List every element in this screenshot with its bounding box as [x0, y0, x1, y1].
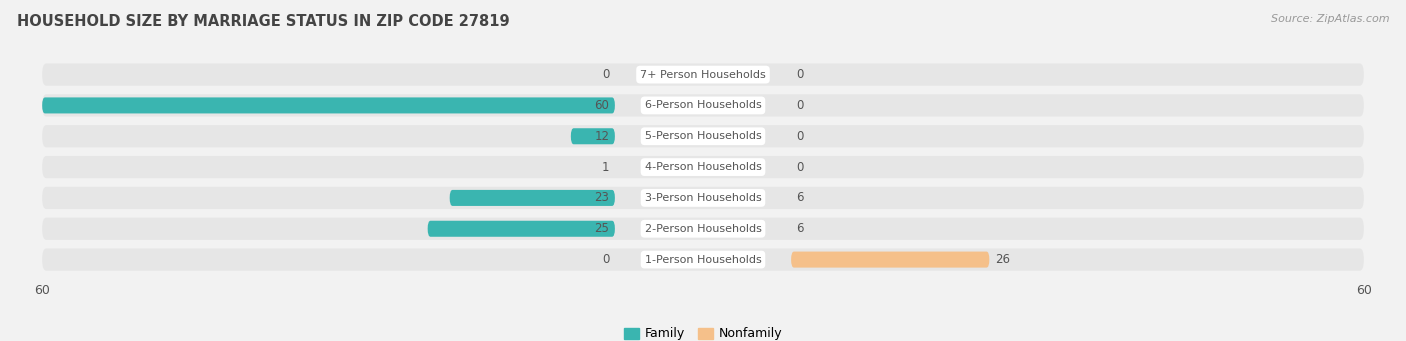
- FancyBboxPatch shape: [42, 187, 1364, 209]
- FancyBboxPatch shape: [792, 252, 990, 268]
- FancyBboxPatch shape: [42, 156, 1364, 178]
- Text: 0: 0: [797, 99, 804, 112]
- Text: 6: 6: [797, 191, 804, 204]
- FancyBboxPatch shape: [42, 249, 1364, 271]
- Text: 0: 0: [602, 68, 609, 81]
- Text: 26: 26: [995, 253, 1010, 266]
- Text: Source: ZipAtlas.com: Source: ZipAtlas.com: [1271, 14, 1389, 24]
- Text: 7+ Person Households: 7+ Person Households: [640, 70, 766, 79]
- Text: HOUSEHOLD SIZE BY MARRIAGE STATUS IN ZIP CODE 27819: HOUSEHOLD SIZE BY MARRIAGE STATUS IN ZIP…: [17, 14, 509, 29]
- Text: 60: 60: [595, 99, 609, 112]
- FancyBboxPatch shape: [42, 94, 1364, 117]
- Legend: Family, Nonfamily: Family, Nonfamily: [619, 322, 787, 341]
- Text: 3-Person Households: 3-Person Households: [644, 193, 762, 203]
- Text: 0: 0: [797, 68, 804, 81]
- FancyBboxPatch shape: [42, 125, 1364, 147]
- Text: 1: 1: [602, 161, 609, 174]
- Text: 0: 0: [797, 130, 804, 143]
- Text: 4-Person Households: 4-Person Households: [644, 162, 762, 172]
- Text: 2-Person Households: 2-Person Households: [644, 224, 762, 234]
- FancyBboxPatch shape: [42, 98, 614, 114]
- Text: 6: 6: [797, 222, 804, 235]
- Text: 5-Person Households: 5-Person Households: [644, 131, 762, 141]
- FancyBboxPatch shape: [42, 218, 1364, 240]
- Text: 23: 23: [595, 191, 609, 204]
- FancyBboxPatch shape: [571, 128, 614, 144]
- Text: 12: 12: [595, 130, 609, 143]
- Text: 0: 0: [602, 253, 609, 266]
- Text: 0: 0: [797, 161, 804, 174]
- Text: 6-Person Households: 6-Person Households: [644, 101, 762, 110]
- FancyBboxPatch shape: [42, 63, 1364, 86]
- FancyBboxPatch shape: [450, 190, 614, 206]
- Text: 1-Person Households: 1-Person Households: [644, 255, 762, 265]
- FancyBboxPatch shape: [427, 221, 614, 237]
- Text: 25: 25: [595, 222, 609, 235]
